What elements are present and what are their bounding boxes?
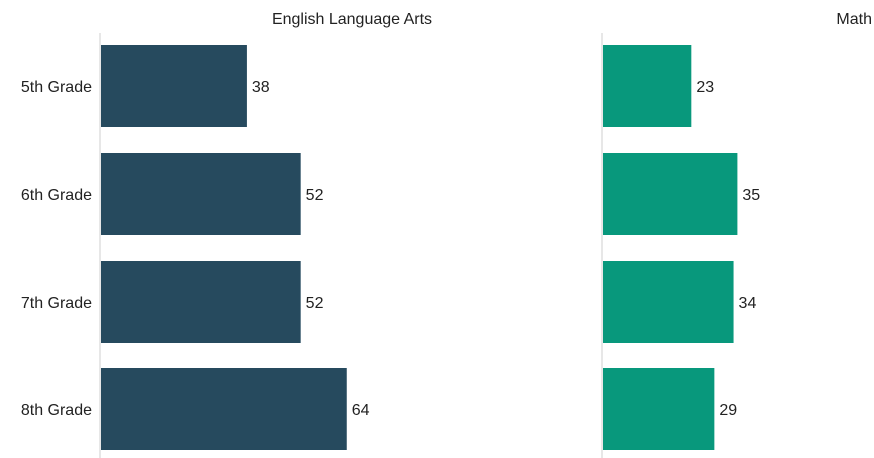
chart-panels: 5th Grade 6th Grade 7th Grade 8th Grade Engl… [21, 11, 872, 458]
bar [603, 368, 715, 450]
data-label: 52 [306, 295, 324, 312]
bar [603, 45, 692, 127]
panel-title: Math [836, 11, 872, 28]
bar [101, 368, 347, 450]
data-label: 34 [739, 295, 757, 312]
data-label: 38 [252, 79, 270, 96]
data-label: 35 [742, 187, 760, 204]
category-label: 7th Grade [21, 295, 92, 312]
bar [603, 153, 738, 235]
data-label: 23 [696, 79, 714, 96]
panel-title: English Language Arts [272, 11, 432, 28]
bar [101, 261, 301, 343]
data-label: 64 [352, 402, 370, 419]
bar [101, 153, 301, 235]
data-label: 29 [719, 402, 737, 419]
category-label: 5th Grade [21, 79, 92, 96]
category-label: 8th Grade [21, 402, 92, 419]
category-label: 6th Grade [21, 187, 92, 204]
bar [101, 45, 247, 127]
data-label: 52 [306, 187, 324, 204]
bar [603, 261, 734, 343]
